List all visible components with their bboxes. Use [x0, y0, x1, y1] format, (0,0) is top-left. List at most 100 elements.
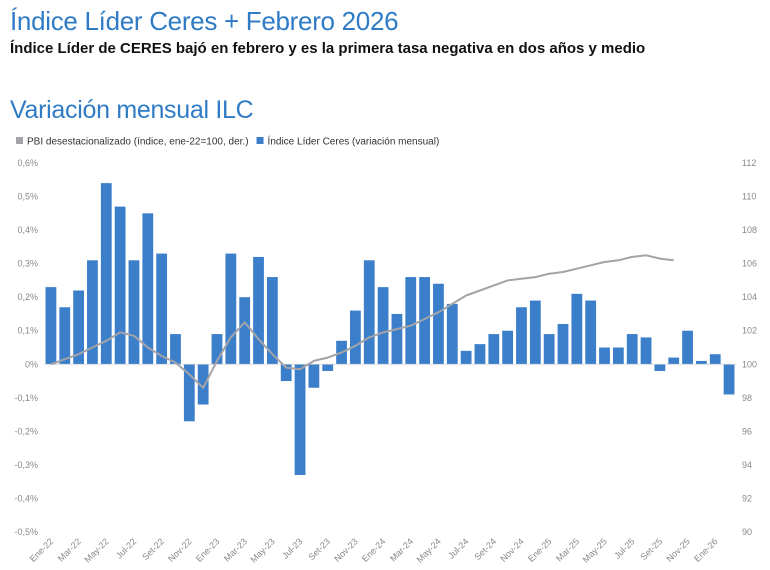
legend-swatch-ilc	[256, 137, 264, 144]
bar-ilc	[405, 277, 417, 365]
left-axis: -0,5% -0,4% -0,3% -0,2% -0,1% 0% 0,1% 0,2% 0,3% 0…	[14, 158, 38, 537]
bar-series	[44, 183, 736, 475]
x-tick-label: May-23	[248, 536, 276, 564]
bar-ilc	[197, 364, 209, 405]
x-tick-label: Set-22	[140, 536, 166, 562]
line-pbi	[50, 254, 674, 389]
x-tick-label: Ene-22	[28, 536, 56, 564]
bar-ilc	[640, 337, 652, 365]
x-tick-label: Nov-23	[332, 536, 360, 564]
bar-ilc	[156, 253, 168, 365]
bar-ilc	[654, 364, 666, 371]
left-tick-label: 0,2%	[17, 292, 38, 302]
left-tick-label: 0,4%	[17, 225, 38, 235]
left-tick-label: -0,1%	[14, 393, 38, 403]
x-tick-label: Set-24	[472, 536, 498, 562]
bar-ilc	[280, 364, 292, 382]
x-tick-label: Mar-23	[222, 536, 249, 563]
x-tick-label: Nov-24	[498, 536, 526, 564]
bar-ilc	[87, 260, 98, 365]
bar-ilc	[59, 307, 71, 365]
x-tick-label: May-25	[581, 536, 609, 564]
line-series	[50, 254, 674, 389]
left-tick-label: -0,5%	[14, 527, 38, 537]
bar-ilc	[183, 364, 195, 422]
bar-ilc	[516, 307, 527, 365]
legend-label-ilc: Índice Líder Ceres (variación mensual)	[268, 135, 440, 148]
x-axis: Ene-22 Mar-22 May-22 Jul-22 Set-22 Nov-22 Ene-…	[28, 536, 720, 564]
x-tick-label: Jul-25	[612, 536, 636, 560]
legend-label-pbi: PBI desestacionalizado (índice, ene-22=1…	[27, 137, 249, 148]
x-tick-label: Mar-22	[56, 536, 83, 563]
bar-ilc	[682, 330, 693, 365]
bar-ilc	[668, 357, 680, 365]
bar-ilc	[377, 287, 389, 365]
left-tick-label: 0,5%	[17, 192, 38, 202]
bar-ilc	[446, 303, 458, 365]
bar-ilc	[128, 260, 140, 365]
x-tick-label: Nov-22	[166, 536, 194, 564]
x-tick-label: Ene-23	[194, 536, 222, 564]
bar-ilc	[543, 334, 555, 365]
x-tick-label: Ene-26	[692, 536, 720, 564]
bar-ilc	[73, 290, 84, 365]
bar-ilc	[350, 310, 361, 365]
right-tick-label: 94	[742, 460, 752, 470]
right-tick-label: 102	[742, 326, 757, 336]
bar-ilc	[612, 347, 624, 365]
bar-ilc	[100, 183, 112, 365]
x-tick-label: Ene-24	[360, 536, 388, 564]
x-tick-label: May-22	[82, 536, 110, 564]
right-tick-label: 90	[742, 527, 752, 537]
x-tick-label: Nov-25	[664, 536, 692, 564]
bar-ilc	[502, 330, 514, 365]
bar-ilc	[266, 277, 278, 365]
right-axis: 90 92 94 96 98 100 102 104 106 108 110 112	[742, 158, 757, 537]
left-tick-label: -0,4%	[14, 493, 38, 503]
bar-ilc	[599, 347, 610, 365]
chart-title: Variación mensual ILC	[10, 96, 254, 124]
bar-ilc	[571, 293, 583, 365]
right-tick-label: 104	[742, 292, 757, 302]
bar-ilc	[419, 277, 430, 365]
right-tick-label: 92	[742, 493, 752, 503]
x-tick-label: Jul-24	[446, 536, 470, 560]
page-subtitle: Índice Líder de CERES bajó en febrero y …	[10, 40, 646, 57]
bar-ilc	[557, 324, 569, 365]
bar-ilc	[114, 206, 126, 365]
x-tick-label: Set-25	[638, 536, 664, 562]
right-tick-label: 106	[742, 259, 757, 269]
x-tick-label: Jul-22	[114, 536, 138, 560]
bar-ilc	[626, 334, 638, 365]
x-tick-label: Set-23	[306, 536, 332, 562]
bar-ilc	[460, 350, 472, 365]
bar-ilc	[294, 364, 306, 475]
right-tick-label: 108	[742, 225, 757, 235]
left-tick-label: 0,6%	[17, 158, 38, 168]
bar-ilc	[529, 300, 541, 365]
bar-ilc	[363, 260, 375, 365]
bar-ilc	[723, 364, 735, 395]
page-title: Índice Líder Ceres + Febrero 2026	[10, 6, 399, 36]
bar-ilc	[474, 344, 486, 365]
right-tick-label: 110	[742, 192, 756, 202]
right-tick-label: 112	[742, 158, 756, 168]
x-tick-label: Jul-23	[280, 536, 304, 560]
bar-ilc	[170, 334, 181, 365]
bar-ilc	[585, 300, 597, 365]
bar-ilc	[433, 283, 444, 365]
bar-ilc	[253, 256, 264, 365]
left-tick-label: 0,1%	[17, 326, 38, 336]
left-tick-label: -0,3%	[14, 460, 38, 470]
bar-ilc	[488, 334, 500, 365]
chart-legend: PBI desestacionalizado (índice, ene-22=1…	[16, 135, 439, 148]
bar-ilc	[308, 364, 320, 388]
bar-ilc	[709, 354, 721, 365]
bar-ilc	[696, 360, 707, 365]
bar-ilc	[322, 364, 334, 371]
bar-ilc	[391, 313, 403, 365]
bar-ilc	[225, 253, 237, 365]
left-tick-label: -0,2%	[14, 426, 38, 436]
left-tick-label: 0%	[25, 359, 38, 369]
